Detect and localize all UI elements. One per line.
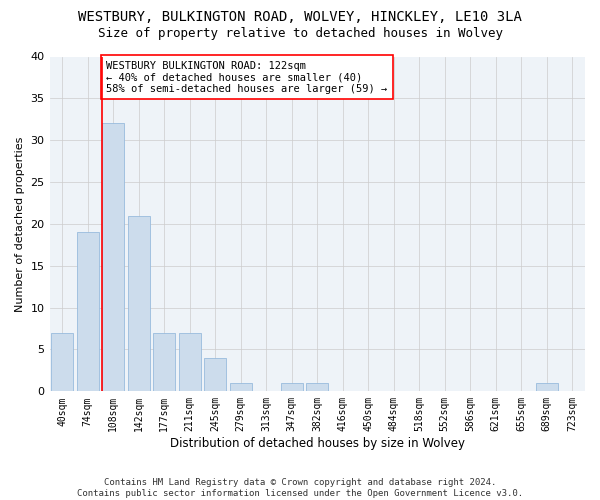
Bar [205, 358, 226, 392]
Bar [52, 332, 73, 392]
Bar [307, 383, 328, 392]
Bar [128, 216, 149, 392]
Bar [230, 383, 251, 392]
Text: Contains HM Land Registry data © Crown copyright and database right 2024.
Contai: Contains HM Land Registry data © Crown c… [77, 478, 523, 498]
Text: WESTBURY, BULKINGTON ROAD, WOLVEY, HINCKLEY, LE10 3LA: WESTBURY, BULKINGTON ROAD, WOLVEY, HINCK… [78, 10, 522, 24]
Bar [281, 383, 302, 392]
Bar [179, 332, 200, 392]
Bar [536, 383, 557, 392]
Bar [77, 232, 98, 392]
Text: Size of property relative to detached houses in Wolvey: Size of property relative to detached ho… [97, 28, 503, 40]
Text: WESTBURY BULKINGTON ROAD: 122sqm
← 40% of detached houses are smaller (40)
58% o: WESTBURY BULKINGTON ROAD: 122sqm ← 40% o… [106, 60, 388, 94]
Bar [154, 332, 175, 392]
Bar [103, 124, 124, 392]
Y-axis label: Number of detached properties: Number of detached properties [15, 136, 25, 312]
X-axis label: Distribution of detached houses by size in Wolvey: Distribution of detached houses by size … [170, 437, 465, 450]
